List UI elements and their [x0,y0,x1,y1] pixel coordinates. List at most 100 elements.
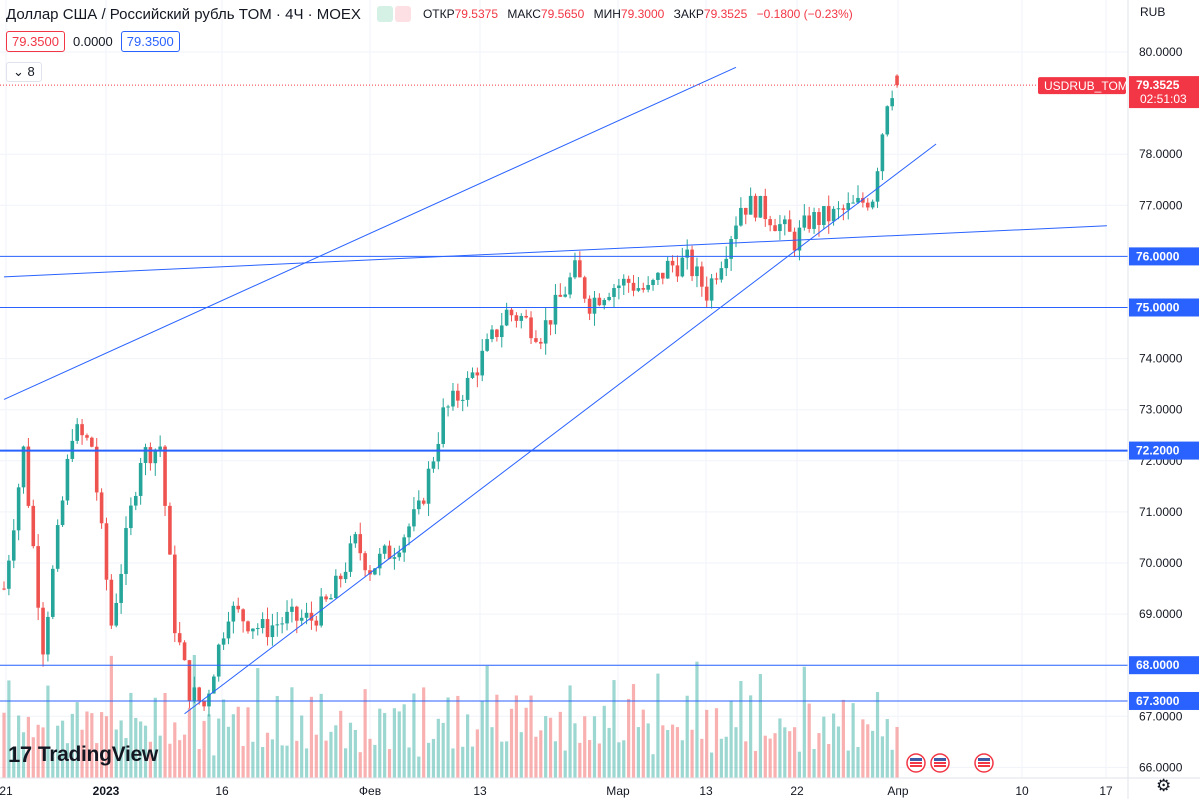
candlesticks [2,74,899,717]
candle-body [504,309,509,326]
volume-bar [202,720,206,778]
volume-bar [666,730,670,778]
volume-bar [661,725,665,778]
candle-body [373,568,377,575]
volume-bar [270,739,274,778]
candle-body [231,605,236,622]
volume-bar [475,729,479,778]
event-markers[interactable] [906,753,994,773]
resistance-trend-line[interactable] [3,225,1107,278]
candle-body [709,278,714,301]
upper-channel-line[interactable] [3,66,737,400]
volume-bar [583,716,587,778]
time-tick-label: Апр [887,784,909,798]
volume-bar [17,715,21,778]
candle-body [2,588,6,590]
candle-body [309,612,314,621]
us-event-flag-stripe [910,762,922,764]
volume-bar [578,742,582,778]
market-status[interactable] [376,6,413,22]
candle-body [133,495,138,506]
volume-bar [480,701,484,778]
candle-body [763,195,768,220]
candle-body [685,249,689,258]
candle-body [338,575,343,580]
candle-body [499,325,504,338]
wave-icon [394,6,411,22]
price-axis[interactable]: 80.000078.000077.000074.000073.000072.00… [1038,0,1199,799]
volume-bar [851,703,855,778]
volume-bar [636,727,640,778]
candle-body [578,260,582,278]
candle-body [743,207,748,215]
volume-bar [261,747,265,778]
volume-bar [314,734,318,778]
us-event-flag-stripe [978,762,990,764]
candle-body [392,557,397,559]
candle-body [90,437,94,447]
candle-body [841,208,846,210]
indicators-toggle[interactable]: ⌄ 8 [6,62,42,82]
volume-bars [2,654,899,778]
candle-body [661,272,665,279]
candle-body [783,219,787,225]
candle-body [99,492,104,524]
tradingview-logo[interactable]: 17 TradingView [8,742,158,768]
volume-bar [441,722,445,778]
time-tick-label: Фев [359,784,381,798]
buy-price-button[interactable]: 79.3500 [120,31,180,52]
volume-bar [509,708,514,778]
volume-bar [285,745,289,778]
currency-label[interactable]: RUB [1140,5,1166,19]
volume-bar [778,718,782,778]
candle-body [895,75,899,86]
candle-body [617,285,621,289]
volume-bar [2,712,6,778]
candle-body [851,202,855,204]
volume-bar [46,685,50,778]
symbol-title[interactable]: Доллар США / Российский рубль TOM · 4Ч ·… [6,5,361,23]
volume-bar [446,697,450,778]
candle-body [680,257,685,277]
candle-body [21,446,26,488]
volume-bar [792,727,797,778]
volume-bar [75,702,79,778]
candle-body [202,701,206,707]
volume-bar [836,726,841,778]
candle-body [177,633,182,643]
volume-bar [334,725,338,778]
candle-body [334,575,338,599]
chart-header: Доллар США / Российский рубль TOM · 4Ч ·… [6,4,859,24]
support-trend-line[interactable] [184,143,937,715]
level-price-label: 67.3000 [1136,694,1180,708]
volume-bar [505,741,509,778]
volume-bar [466,714,470,778]
candle-body [490,329,494,340]
volume-bar [319,693,323,778]
volume-bar [26,716,30,778]
candle-body [290,606,294,612]
change-value: −0.1800 (−0.23%) [756,7,853,21]
candle-body [885,106,890,135]
candle-body [700,266,704,287]
high-label: МАКС [507,7,541,21]
time-axis[interactable]: 21 2023 16 Фев 13 Мар 13 22 Апр 10 17 [0,777,1200,798]
sell-price-button[interactable]: 79.3500 [6,31,65,52]
level-price-label: 76.0000 [1136,249,1180,263]
candle-body [704,286,709,301]
volume-bar [714,708,719,778]
candle-body [597,297,602,306]
candle-body [792,231,797,251]
volume-bar [763,735,767,778]
volume-bar [680,740,684,778]
settings-gear-icon[interactable]: ⚙ [1156,776,1172,795]
candle-body [16,487,21,531]
time-tick-label: 22 [790,784,804,798]
open-value: 79.5375 [454,7,499,21]
us-event-flag-stripe [934,762,946,764]
spread-value: 0.0000 [73,34,113,49]
volume-bar [758,674,762,778]
volume-bar [719,738,723,778]
candle-body [397,552,402,558]
